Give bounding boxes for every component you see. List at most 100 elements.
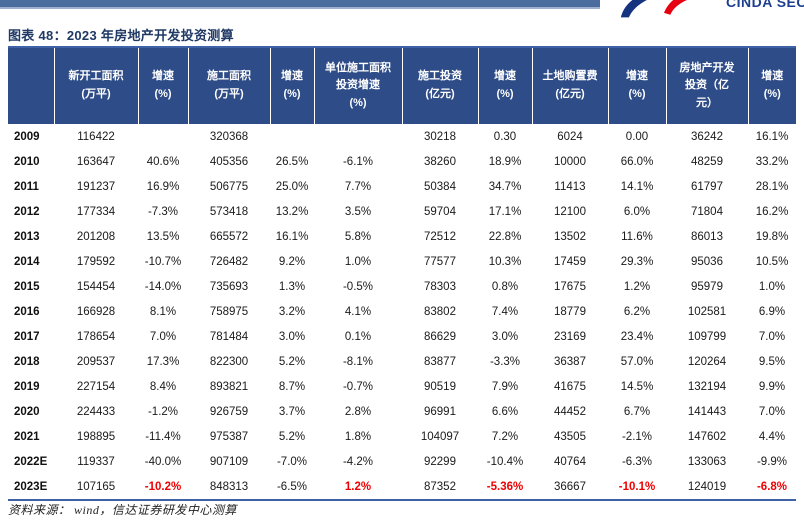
value-cell: 147602 xyxy=(687,430,727,443)
value-cell: 16.1% xyxy=(275,230,309,243)
year-cell: 2016 xyxy=(14,305,40,318)
value-cell: 87352 xyxy=(424,480,456,493)
value-cell: -8.1% xyxy=(342,355,374,368)
value-cell: 18.9% xyxy=(488,155,522,168)
value-cell: 120264 xyxy=(687,355,727,368)
value-cell: 124019 xyxy=(687,480,727,493)
value-cell: 822300 xyxy=(209,355,249,368)
value-cell: 36387 xyxy=(554,355,586,368)
value-cell: 166928 xyxy=(76,305,116,318)
header-cell: 增速 (%) xyxy=(607,48,666,124)
value-cell: -10.7% xyxy=(144,255,182,268)
value-cell: 3.2% xyxy=(278,305,306,318)
value-cell: 7.4% xyxy=(491,305,519,318)
value-cell: 90519 xyxy=(424,380,456,393)
value-cell: 405356 xyxy=(209,155,249,168)
value-cell: 95036 xyxy=(691,255,723,268)
header-cell: 增速 (%) xyxy=(137,48,188,124)
table-row: 2012 177334 -7.3% 573418 13.2% 3.5% 59704 17.1%… xyxy=(8,199,796,224)
value-cell: 191237 xyxy=(76,180,116,193)
value-cell: 104097 xyxy=(420,430,460,443)
value-cell: 11413 xyxy=(554,180,586,193)
value-cell: -9.9% xyxy=(756,455,788,468)
value-cell: 30218 xyxy=(424,130,456,143)
value-cell: 975387 xyxy=(209,430,249,443)
header-cell: 增速 (%) xyxy=(477,48,532,124)
value-cell: 132194 xyxy=(687,380,727,393)
value-cell: 66.0% xyxy=(620,155,654,168)
year-cell: 2020 xyxy=(14,405,40,418)
value-cell: 6.9% xyxy=(758,305,786,318)
value-cell: 13.5% xyxy=(146,230,180,243)
value-cell: 116422 xyxy=(77,130,115,143)
value-cell: 177334 xyxy=(76,205,116,218)
year-cell: 2012 xyxy=(14,205,40,218)
value-cell: 38260 xyxy=(424,155,456,168)
value-cell: 224433 xyxy=(76,405,116,418)
value-cell: 28.1% xyxy=(755,180,789,193)
table-row: 2018 209537 17.3% 822300 5.2% -8.1% 83877 -3.3%… xyxy=(8,349,796,374)
value-cell: 3.0% xyxy=(491,330,519,343)
value-cell: 5.2% xyxy=(278,355,306,368)
top-accent-bar xyxy=(0,0,600,9)
year-cell: 2013 xyxy=(14,230,40,243)
value-cell: 61797 xyxy=(691,180,723,193)
value-cell: 6.6% xyxy=(491,405,519,418)
value-cell: 13.2% xyxy=(275,205,309,218)
table-row: 2017 178654 7.0% 781484 3.0% 0.1% 86629 3.0% 231… xyxy=(8,324,796,349)
value-cell: 758975 xyxy=(209,305,249,318)
year-cell: 2015 xyxy=(14,280,40,293)
year-cell: 2022E xyxy=(14,455,48,468)
value-cell: 8.7% xyxy=(278,380,306,393)
value-cell: 735693 xyxy=(209,280,249,293)
value-cell xyxy=(138,124,188,149)
value-cell: 78303 xyxy=(424,280,456,293)
value-cell: -4.2% xyxy=(342,455,374,468)
value-cell: 665572 xyxy=(209,230,249,243)
value-cell: 1.2% xyxy=(344,480,372,493)
value-cell: 6.2% xyxy=(623,305,651,318)
value-cell: 726482 xyxy=(209,255,249,268)
value-cell: 41675 xyxy=(554,380,586,393)
value-cell: 72512 xyxy=(424,230,456,243)
value-cell: 6.7% xyxy=(623,405,651,418)
value-cell: -14.0% xyxy=(144,280,182,293)
value-cell: 7.2% xyxy=(491,430,519,443)
value-cell: 17.3% xyxy=(146,355,180,368)
value-cell: 12100 xyxy=(554,205,586,218)
investment-table: 新开工面积 (万平) 增速 (%) 施工面积 (万平) 增速 (%) 单位施工面积 投资… xyxy=(8,48,796,499)
value-cell: 893821 xyxy=(209,380,249,393)
header-cell: 增速 (%) xyxy=(747,48,796,124)
year-cell: 2023E xyxy=(14,480,48,493)
value-cell: 848313 xyxy=(209,480,249,493)
value-cell: 17675 xyxy=(554,280,586,293)
table-row: 2023E 107165 -10.2% 848313 -6.5% 1.2% 87352 -5.… xyxy=(8,474,796,499)
value-cell: 227154 xyxy=(76,380,116,393)
table-row: 2022E 119337 -40.0% 907109 -7.0% -4.2% 92299 -1… xyxy=(8,449,796,474)
table-header-row: 新开工面积 (万平) 增速 (%) 施工面积 (万平) 增速 (%) 单位施工面积 投资… xyxy=(8,48,796,124)
value-cell: 154454 xyxy=(76,280,116,293)
logo-text: CINDA SECUR xyxy=(726,0,804,10)
value-cell: 36242 xyxy=(691,130,723,143)
table-row: 2019 227154 8.4% 893821 8.7% -0.7% 90519 7.9% 41… xyxy=(8,374,796,399)
header-cell: 增速 (%) xyxy=(269,48,314,124)
value-cell: 59704 xyxy=(424,205,456,218)
value-cell: -6.8% xyxy=(756,480,788,493)
value-cell: -0.7% xyxy=(342,380,374,393)
value-cell: 0.00 xyxy=(625,130,649,143)
value-cell: 179592 xyxy=(76,255,116,268)
year-cell: 2017 xyxy=(14,330,40,343)
value-cell: 907109 xyxy=(209,455,249,468)
value-cell: 1.8% xyxy=(344,430,372,443)
source-label: 资料来源： xyxy=(8,503,71,517)
value-cell: -6.3% xyxy=(621,455,653,468)
value-cell: 40.6% xyxy=(146,155,180,168)
value-cell: 96991 xyxy=(424,405,456,418)
value-cell: 11.6% xyxy=(621,230,653,243)
figure-title: 图表 48：2023 年房地产开发投资测算 xyxy=(8,28,234,43)
header-cell-year xyxy=(8,48,54,124)
value-cell: 119337 xyxy=(77,455,115,468)
value-cell: 0.1% xyxy=(344,330,372,343)
value-cell: 10000 xyxy=(554,155,586,168)
